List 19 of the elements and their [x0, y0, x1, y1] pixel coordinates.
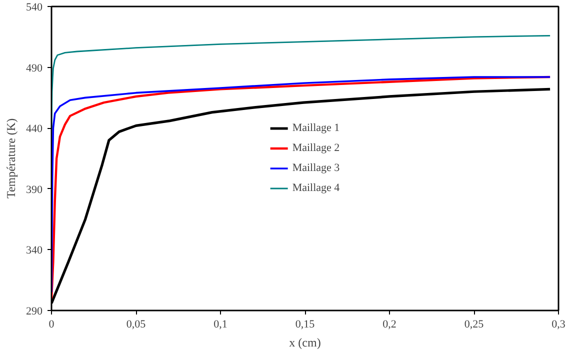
legend-label: Maillage 2: [292, 142, 340, 154]
y-axis-title: Température (K): [4, 118, 18, 199]
x-tick-label: 0,05: [126, 318, 146, 330]
y-tick-label: 440: [26, 123, 43, 136]
y-tick-label: 540: [26, 2, 43, 14]
x-tick-label: 0,1: [214, 318, 228, 330]
legend-label: Maillage 4: [292, 182, 340, 194]
y-tick-label: 340: [26, 244, 43, 257]
x-tick-label: 0,3: [552, 318, 566, 330]
y-tick-label: 290: [26, 306, 43, 318]
x-tick-label: 0: [48, 318, 55, 330]
legend-label: Maillage 3: [292, 162, 340, 174]
y-tick-label: 390: [26, 184, 43, 196]
x-tick-label: 0,2: [382, 318, 396, 330]
x-axis-title: x (cm): [289, 336, 321, 350]
legend-label: Maillage 1: [292, 122, 340, 134]
x-tick-label: 0,25: [464, 318, 484, 330]
y-tick-label: 490: [26, 62, 43, 74]
x-tick-label: 0,15: [295, 318, 316, 330]
